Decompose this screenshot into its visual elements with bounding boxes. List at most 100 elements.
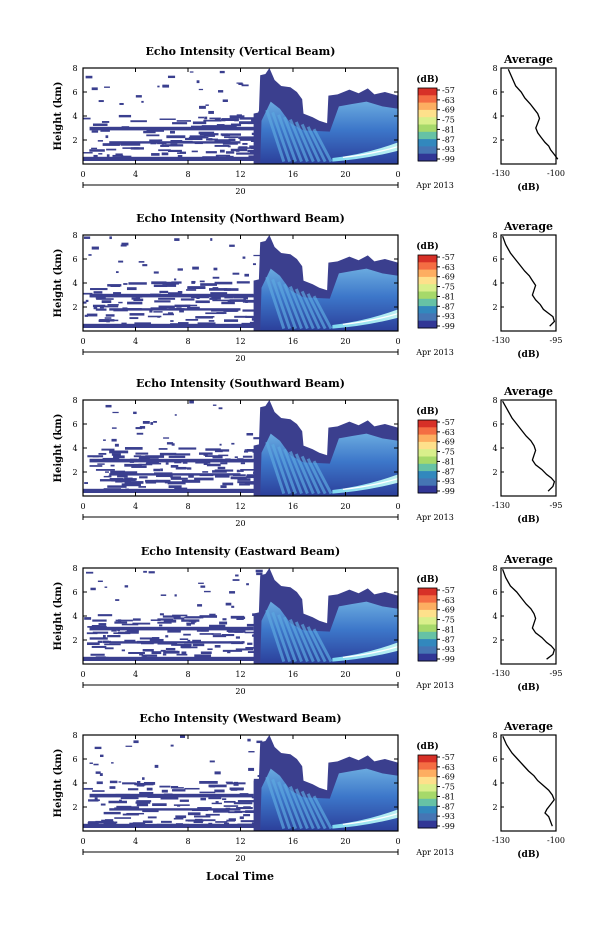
weak-echo-patch [145, 480, 157, 484]
echo-streak [288, 119, 309, 163]
weak-echo-patch [199, 133, 219, 136]
colorbar-unit: (dB) [416, 406, 438, 417]
echo-band [83, 156, 267, 161]
x-tick-label: 16 [288, 502, 298, 511]
weak-echo-patch [176, 120, 192, 122]
x-tick-label: 0 [80, 502, 85, 511]
weak-echo-patch [118, 260, 124, 263]
echo-band [89, 458, 254, 463]
weak-echo-patch [151, 637, 160, 640]
colorbar-tick-label: -81 [442, 625, 455, 634]
weak-echo-patch [117, 478, 136, 482]
colorbar-frame [417, 87, 438, 162]
weak-echo-patch [225, 602, 232, 606]
weak-echo-patch [100, 129, 110, 132]
weak-echo-patch [230, 148, 248, 152]
echo-image [83, 400, 398, 496]
profile-x-tick-label: -95 [550, 669, 563, 678]
weak-echo-patch [101, 819, 113, 822]
echo-streak [265, 609, 286, 663]
weak-echo-patch [93, 306, 98, 310]
weak-echo-patch [85, 299, 89, 303]
weak-echo-patch [239, 483, 250, 486]
y-tick-label: 2 [72, 468, 77, 477]
weak-echo-patch [191, 280, 196, 283]
weak-echo-patch [253, 437, 260, 440]
colorbar-frame [417, 754, 438, 829]
weak-echo-patch [104, 647, 114, 650]
colorbar-tick-label: -57 [442, 86, 455, 95]
weak-echo-patch [115, 153, 123, 156]
weak-echo-patch [136, 800, 152, 803]
weak-echo-patch [228, 818, 236, 821]
weak-echo-patch [238, 136, 255, 140]
weak-echo-patch [189, 135, 206, 138]
weak-echo-patch [135, 95, 142, 98]
weak-echo-patch [182, 461, 188, 464]
weak-echo-patch [248, 751, 255, 753]
echo-streak [271, 778, 292, 830]
panel-title: Echo Intensity (Westward Beam) [139, 712, 341, 725]
weak-echo-patch [237, 147, 256, 149]
x-tick-label: 8 [185, 337, 190, 346]
colorbar-swatch [418, 320, 437, 329]
echo-region-strong [260, 768, 398, 831]
profile-x-label: (dB) [517, 182, 539, 193]
colorbar-swatch [418, 478, 437, 487]
weak-echo-patch [242, 256, 246, 259]
weak-echo-patch [230, 476, 247, 480]
weak-echo-patch [92, 799, 100, 802]
profile-x-tick-label: -130 [492, 836, 510, 845]
weak-echo-patch [159, 452, 177, 456]
weak-echo-patch [236, 618, 244, 620]
weak-echo-patch [216, 139, 230, 143]
y-tick-label: 4 [72, 612, 77, 621]
echo-streak [294, 621, 315, 663]
weak-echo-patch [243, 814, 251, 817]
weak-echo-patch [253, 254, 261, 257]
weak-echo-patch [89, 149, 105, 152]
weak-echo-patch [152, 803, 167, 807]
weak-echo-patch [150, 422, 154, 425]
weak-echo-patch [103, 640, 112, 644]
weak-echo-patch [116, 805, 132, 808]
weak-echo-patch [111, 438, 117, 442]
weak-echo-patch [185, 616, 201, 619]
weak-echo-patch [189, 400, 194, 404]
weak-echo-patch [204, 116, 208, 120]
y-tick-label: 6 [72, 255, 77, 264]
weak-echo-patch [196, 80, 200, 84]
weak-echo-patch [175, 466, 187, 470]
weak-echo-patch [139, 455, 154, 459]
weak-echo-patch [208, 797, 222, 800]
weak-echo-patch [228, 630, 246, 633]
date-label: Apr 2013 [415, 681, 454, 690]
beam-panel-1: Echo Intensity (Vertical Beam) 8 6 4 2 Height… [53, 45, 565, 196]
weak-echo-patch [209, 288, 228, 291]
weak-echo-patch [208, 320, 215, 322]
weak-echo-patch [203, 462, 208, 466]
weak-echo-patch [105, 135, 109, 139]
weak-echo-patch [101, 448, 115, 451]
weak-echo-patch [105, 314, 115, 317]
x-tick-label: 4 [133, 670, 138, 679]
colorbar-swatch [418, 820, 437, 829]
colorbar-swatch [418, 639, 437, 647]
weak-echo-patch [127, 301, 143, 305]
colorbar-tick-label: -69 [442, 438, 455, 447]
weak-echo-patch [133, 740, 139, 744]
weak-echo-patch [198, 88, 204, 91]
weak-echo-patch [229, 244, 235, 247]
weak-echo-patch [91, 645, 107, 648]
weak-echo-patch [85, 75, 93, 79]
profile-x-label: (dB) [517, 514, 539, 525]
y-tick-label: 8 [72, 396, 77, 405]
profile-frame [500, 567, 557, 665]
profile-y-tick-label: 6 [492, 755, 497, 764]
weak-echo-patch [98, 153, 103, 155]
weak-echo-patch [237, 478, 251, 481]
weak-echo-patch [184, 137, 203, 141]
weak-echo-patch [132, 622, 151, 625]
echo-streak [312, 128, 333, 163]
profile-x-tick-label: -130 [492, 169, 510, 178]
